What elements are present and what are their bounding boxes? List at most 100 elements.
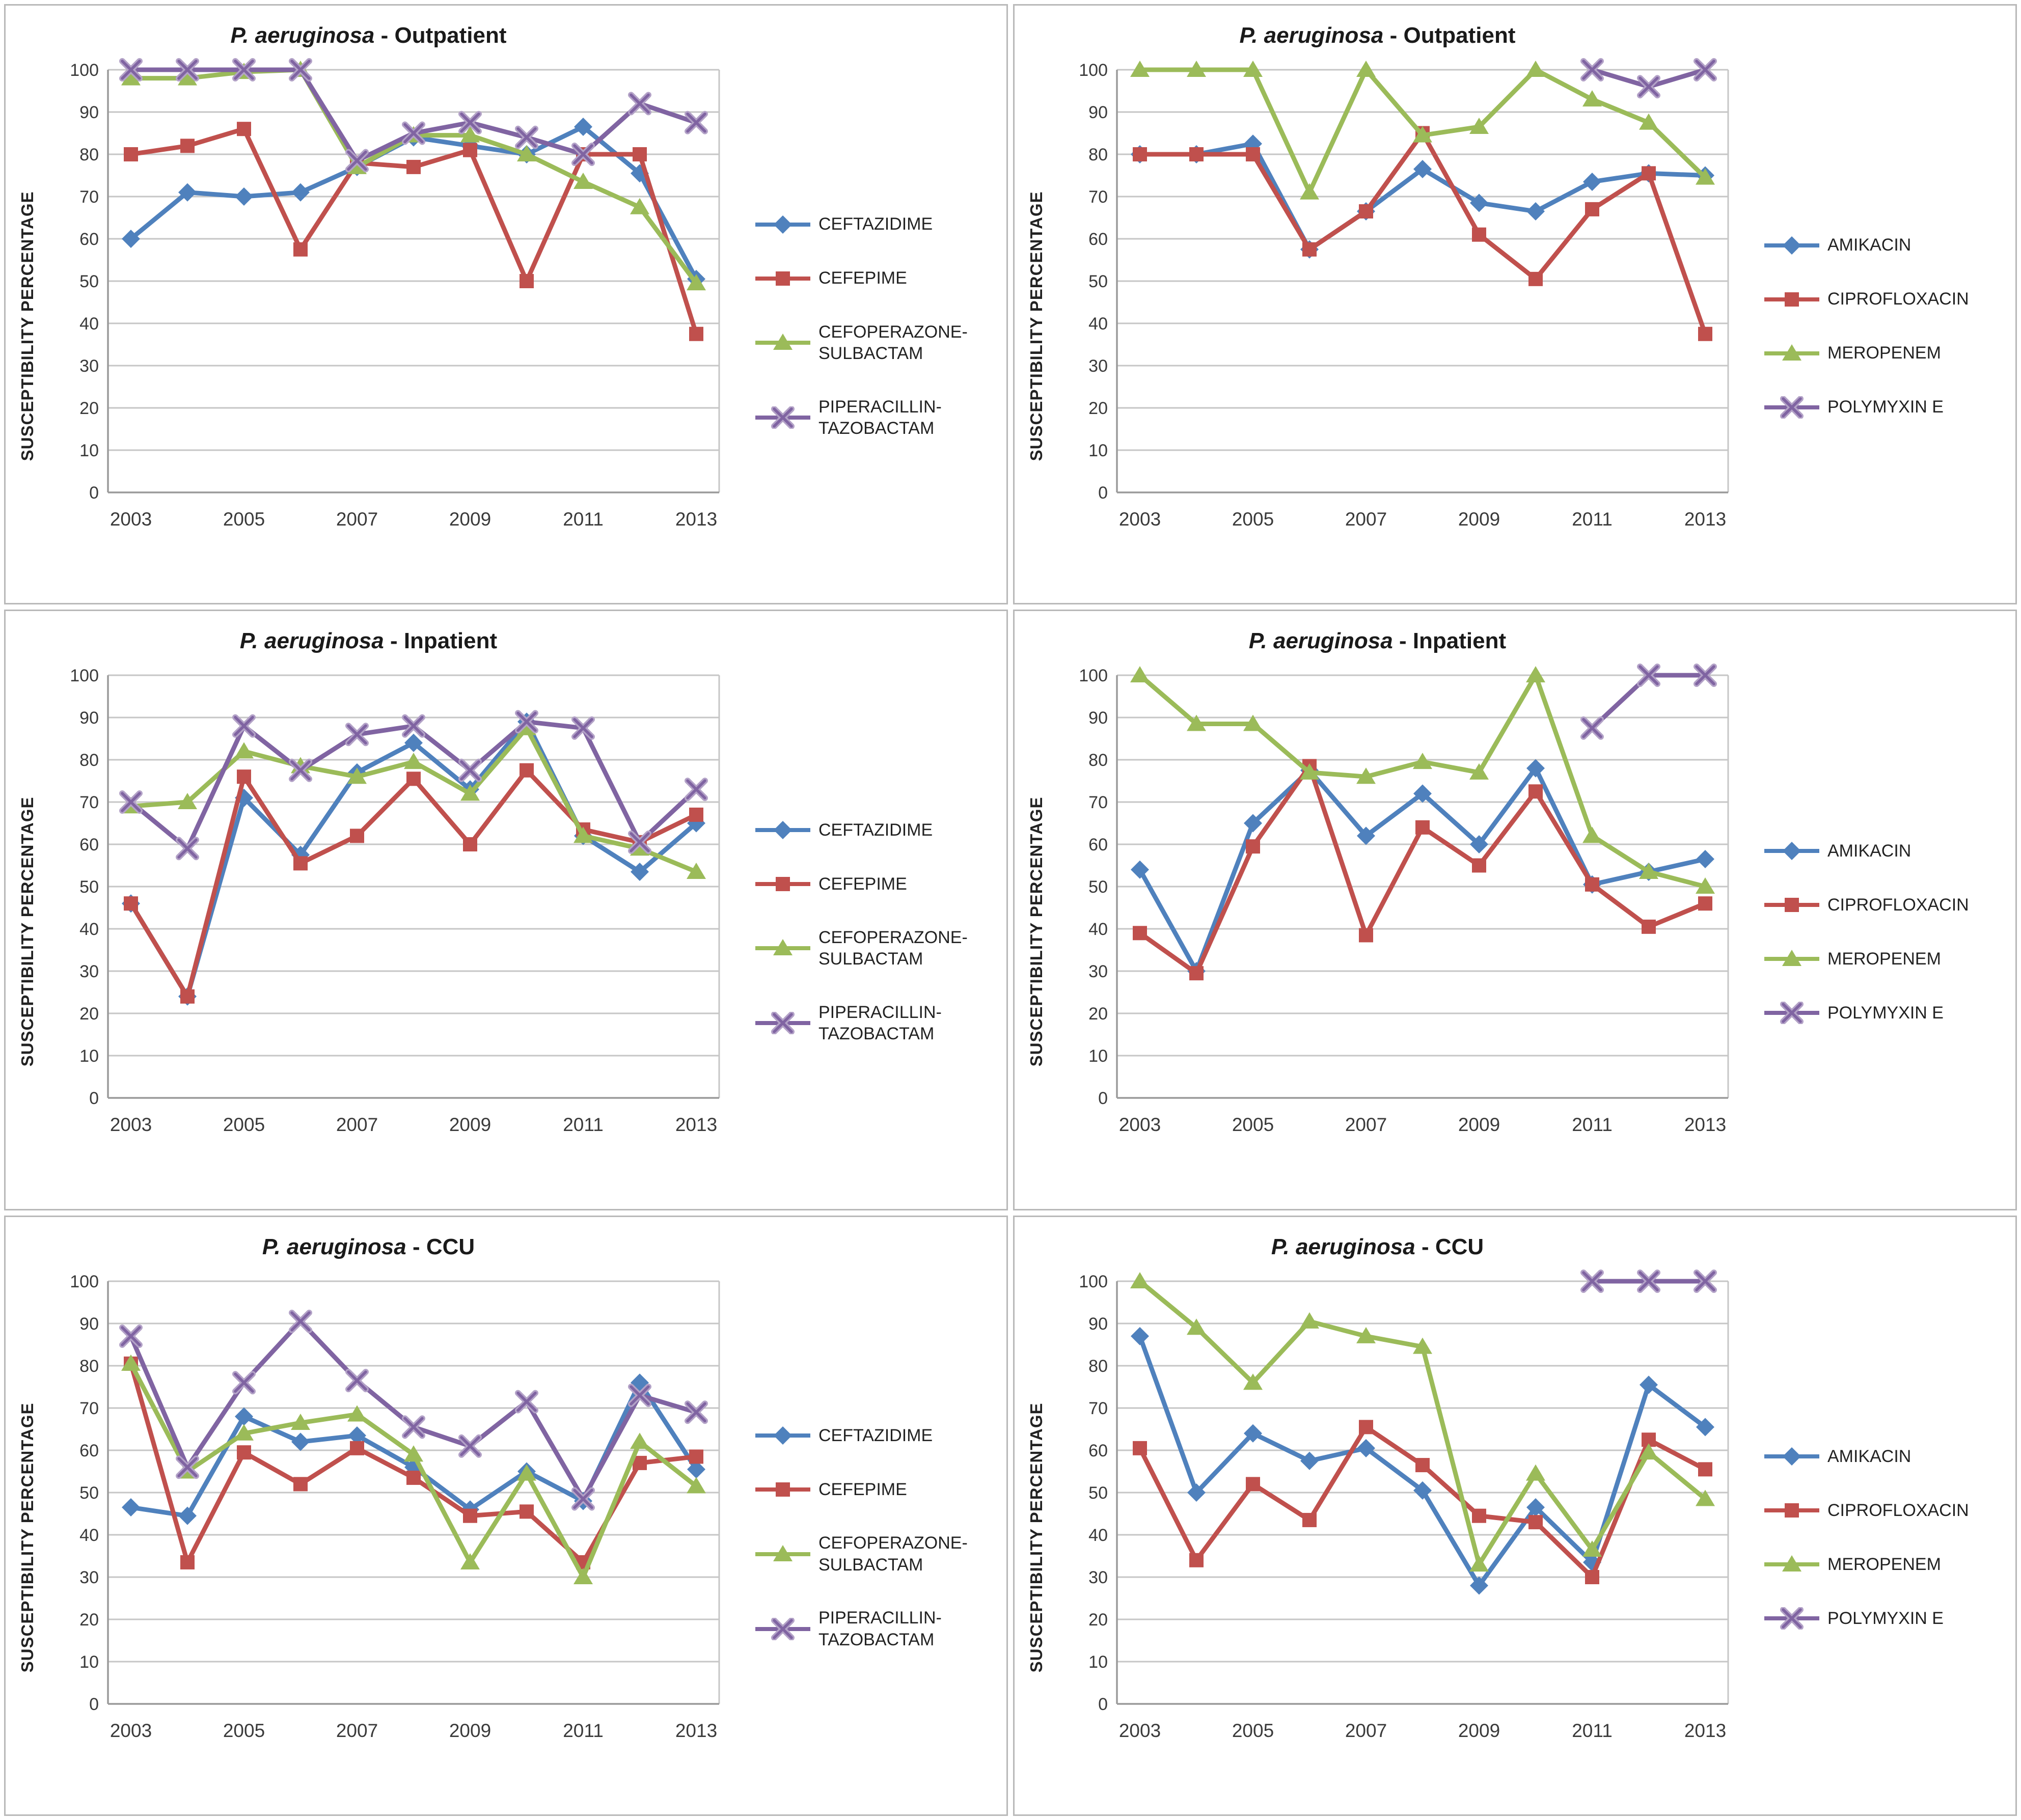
legend-item-ciprofloxacin: CIPROFLOXACIN (1763, 1499, 2015, 1522)
y-tick-label: 70 (79, 793, 99, 812)
marker-square (1359, 204, 1373, 219)
marker-triangle (1526, 1464, 1545, 1481)
legend-line-sample (755, 876, 810, 891)
marker-square (1528, 271, 1543, 286)
chart-title-setting: - CCU (406, 1234, 475, 1259)
legend-line-sample (1764, 1447, 1819, 1466)
marker-x (685, 1400, 708, 1424)
y-tick-label: 50 (79, 877, 99, 897)
legend-label: CEFOPERAZONE- SULBACTAM (818, 322, 968, 364)
x-tick-label: 2007 (1345, 509, 1387, 530)
marker-triangle (234, 1424, 254, 1441)
marker-square (776, 271, 790, 286)
marker-x (176, 837, 199, 861)
marker-triangle (517, 145, 536, 161)
marker-diamond (1470, 194, 1488, 212)
marker-diamond (122, 1498, 140, 1516)
legend-label: CEFEPIME (818, 268, 907, 288)
y-tick-label: 30 (79, 356, 99, 376)
marker-triangle (1582, 1540, 1602, 1557)
y-tick-label: 80 (1088, 751, 1108, 770)
y-tick-label: 0 (1098, 483, 1108, 503)
y-tick-label: 10 (79, 441, 99, 460)
chart-body: SUSCEPTIBILITY PERCENTAGE 0 10 20 30 40 50 60 7… (6, 49, 1006, 603)
legend-label: CEFOPERAZONE- SULBACTAM (818, 927, 968, 969)
series-line-PIPERACILLIN-TAZOBACTAM (128, 67, 699, 163)
marker-triangle (1187, 61, 1206, 77)
y-tick-label: 20 (1088, 399, 1108, 418)
marker-triangle (460, 126, 480, 143)
marker-square (1585, 202, 1599, 216)
y-tick-label: 40 (1088, 1526, 1108, 1545)
marker-triangle (517, 719, 536, 736)
marker-x (402, 1415, 425, 1439)
marker-triangle (1187, 714, 1206, 731)
marker-x (571, 143, 595, 166)
marker-diamond (1783, 841, 1801, 860)
y-tick-label: 30 (79, 962, 99, 981)
legend-item-cefepime: CEFEPIME (754, 873, 1006, 895)
legend-label: MEROPENEM (1827, 949, 1941, 969)
marker-square (1785, 1503, 1799, 1518)
marker-x (119, 58, 143, 81)
marker-square (1528, 1514, 1543, 1529)
marker-x (289, 58, 312, 81)
series-line-CEFEPIME (128, 768, 699, 999)
marker-square (1246, 839, 1260, 854)
marker-x (685, 778, 708, 802)
y-tick-label: 90 (1088, 1314, 1108, 1334)
marker-square (237, 1445, 251, 1459)
x-tick-label: 2013 (1684, 1720, 1726, 1741)
marker-diamond (122, 230, 140, 248)
y-tick-label: 40 (79, 314, 99, 334)
y-tick-label: 10 (1088, 1046, 1108, 1066)
marker-x (1580, 1269, 1604, 1293)
marker-triangle (630, 1432, 649, 1449)
marker-triangle (1469, 118, 1489, 134)
legend-line-sample (1764, 949, 1819, 966)
y-tick-label: 50 (1088, 1483, 1108, 1503)
x-tick-label: 2007 (336, 1114, 378, 1135)
y-tick-label: 0 (1098, 1089, 1108, 1108)
marker-triangle (1356, 61, 1376, 77)
legend-label: CIPROFLOXACIN (1827, 895, 1969, 915)
y-tick-label: 60 (79, 1441, 99, 1460)
chart-legend: AMIKACIN CIPROFLOXACIN MEROPENEM POLYMYXIN … (1741, 655, 2015, 1208)
marker-diamond (1357, 1439, 1375, 1457)
y-tick-label: 80 (1088, 1357, 1108, 1376)
marker-square (1585, 877, 1599, 892)
legend-label: PIPERACILLIN- TAZOBACTAM (818, 1608, 942, 1649)
marker-triangle (1300, 1312, 1319, 1329)
y-tick-label: 10 (79, 1046, 99, 1066)
marker-x (1780, 1001, 1804, 1024)
marker-triangle (687, 863, 706, 879)
legend-item-piperacillin-tazobactam: PIPERACILLIN- TAZOBACTAM (754, 396, 1006, 439)
x-tick-label: 2009 (449, 1720, 491, 1741)
marker-square (1359, 928, 1373, 943)
marker-square (1189, 1553, 1204, 1567)
marker-x (232, 1370, 256, 1394)
marker-triangle (121, 1354, 141, 1371)
legend-line-sample (1764, 1607, 1819, 1630)
marker-diamond (1640, 1375, 1658, 1394)
series-line-MEROPENEM (1137, 673, 1708, 889)
chart-legend: AMIKACIN CIPROFLOXACIN MEROPENEM POLYMYXIN … (1741, 49, 2015, 603)
y-tick-label: 80 (1088, 145, 1108, 164)
legend-line-sample (1764, 897, 1819, 912)
marker-triangle (347, 767, 367, 784)
y-axis-label: SUSCEPTIBILITY PERCENTAGE (18, 1402, 37, 1673)
x-tick-label: 2013 (675, 1114, 717, 1135)
marker-triangle (121, 69, 141, 86)
chart-legend: CEFTAZIDIME CEFEPIME CEFOPERAZONE- SULBACT… (732, 655, 1006, 1208)
marker-square (293, 856, 308, 871)
marker-x (1780, 1607, 1804, 1630)
marker-square (520, 763, 534, 778)
chart-body: SUSCEPTIBILITY PERCENTAGE 0 10 20 30 40 50 60 7… (6, 1261, 1006, 1814)
legend-line-sample (755, 939, 810, 956)
marker-triangle (178, 69, 197, 86)
y-tick-label: 40 (1088, 920, 1108, 939)
marker-square (1189, 966, 1204, 981)
y-tick-label: 100 (1079, 61, 1108, 80)
legend-line-sample (1764, 841, 1819, 860)
marker-x (1694, 58, 1717, 81)
